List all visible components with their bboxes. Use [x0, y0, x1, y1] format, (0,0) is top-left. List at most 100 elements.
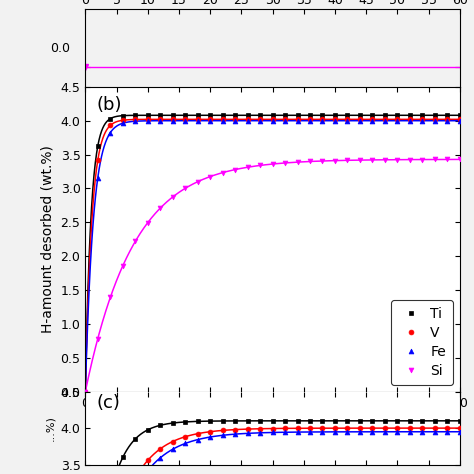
Fe — [307, 118, 313, 124]
Si — [382, 157, 388, 163]
Si — [108, 295, 113, 301]
Si — [170, 194, 175, 200]
V — [232, 117, 238, 122]
V — [419, 117, 425, 122]
Ti — [195, 112, 201, 118]
Fe — [419, 118, 425, 124]
Line: Fe: Fe — [83, 118, 462, 394]
Fe — [145, 118, 151, 124]
Line: Si: Si — [83, 157, 462, 394]
V — [82, 389, 88, 394]
Fe — [132, 118, 138, 124]
Si — [319, 158, 325, 164]
Ti — [108, 116, 113, 121]
V — [108, 123, 113, 128]
Si — [95, 336, 100, 341]
Ti — [170, 112, 175, 118]
V — [157, 117, 163, 122]
Fe — [170, 118, 175, 124]
Fe — [195, 118, 201, 124]
V — [382, 117, 388, 122]
V — [132, 117, 138, 122]
Fe — [357, 118, 363, 124]
V — [357, 117, 363, 122]
Line: Ti: Ti — [83, 113, 462, 394]
Si — [182, 185, 188, 191]
Si — [232, 167, 238, 173]
Si — [282, 160, 288, 166]
V — [207, 117, 213, 122]
Si — [457, 156, 463, 162]
Text: (c): (c) — [97, 394, 120, 412]
Ti — [95, 143, 100, 149]
Si — [120, 263, 126, 269]
Fe — [232, 118, 238, 124]
Fe — [108, 130, 113, 136]
V — [270, 117, 275, 122]
Ti — [245, 112, 250, 118]
Ti — [270, 112, 275, 118]
V — [120, 118, 126, 123]
Ti — [319, 112, 325, 118]
Si — [295, 159, 301, 165]
Fe — [82, 389, 88, 394]
Y-axis label: ...%): ...%) — [45, 415, 55, 441]
V — [407, 117, 413, 122]
Ti — [407, 112, 413, 118]
Ti — [220, 112, 226, 118]
Si — [345, 157, 350, 163]
X-axis label: Time (min): Time (min) — [231, 113, 314, 128]
Si — [419, 157, 425, 163]
Fe — [457, 118, 463, 124]
Fe — [445, 118, 450, 124]
Y-axis label: 0.0: 0.0 — [50, 42, 70, 55]
V — [394, 117, 400, 122]
Ti — [345, 112, 350, 118]
V — [170, 117, 175, 122]
Fe — [282, 118, 288, 124]
Si — [195, 179, 201, 184]
Fe — [394, 118, 400, 124]
V — [319, 117, 325, 122]
Fe — [95, 175, 100, 181]
Ti — [82, 389, 88, 394]
Fe — [295, 118, 301, 124]
V — [220, 117, 226, 122]
Fe — [257, 118, 263, 124]
Ti — [382, 112, 388, 118]
V — [257, 117, 263, 122]
Si — [270, 161, 275, 167]
V — [295, 117, 301, 122]
V — [145, 117, 151, 122]
Ti — [207, 112, 213, 118]
Ti — [257, 112, 263, 118]
Si — [257, 163, 263, 168]
Ti — [120, 113, 126, 118]
Y-axis label: H-amount desorbed (wt.%): H-amount desorbed (wt.%) — [41, 146, 55, 333]
Ti — [370, 112, 375, 118]
Si — [394, 157, 400, 163]
Fe — [220, 118, 226, 124]
Fe — [270, 118, 275, 124]
Si — [245, 164, 250, 170]
Ti — [232, 112, 238, 118]
Fe — [407, 118, 413, 124]
Fe — [157, 118, 163, 124]
Fe — [319, 118, 325, 124]
Ti — [445, 112, 450, 118]
V — [245, 117, 250, 122]
V — [445, 117, 450, 122]
Si — [407, 157, 413, 163]
V — [195, 117, 201, 122]
Ti — [357, 112, 363, 118]
Fe — [245, 118, 250, 124]
Si — [307, 159, 313, 164]
Fe — [345, 118, 350, 124]
Si — [357, 157, 363, 163]
Fe — [382, 118, 388, 124]
Ti — [332, 112, 338, 118]
Ti — [145, 112, 151, 118]
Fe — [182, 118, 188, 124]
Fe — [207, 118, 213, 124]
V — [332, 117, 338, 122]
